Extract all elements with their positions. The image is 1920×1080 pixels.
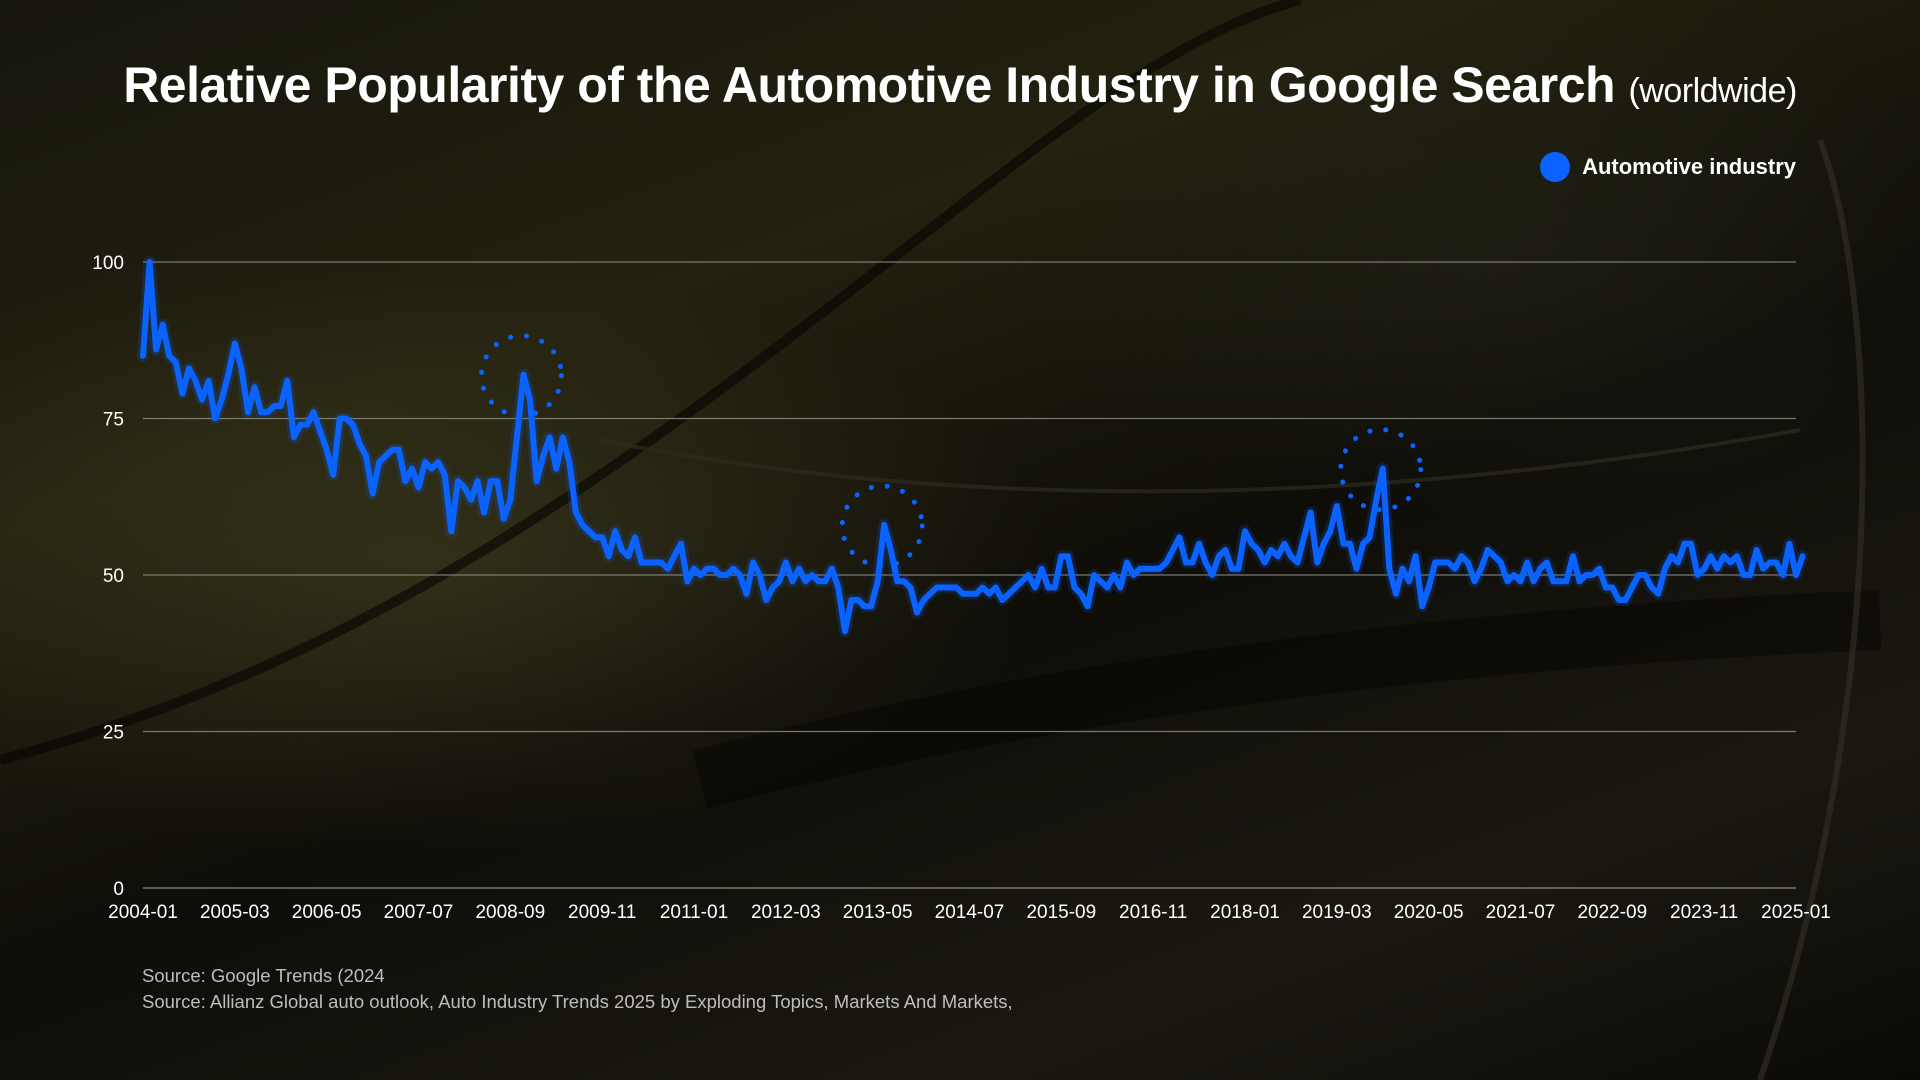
x-tick-label: 2023-11 <box>1670 902 1738 923</box>
x-axis-ticks: 2004-01 2005-03 2006-05 2007-07 2008-09 2009-… <box>108 902 1831 923</box>
x-tick-label: 2008-09 <box>475 902 545 923</box>
x-tick-label: 2007-07 <box>384 902 454 923</box>
x-tick-label: 2013-05 <box>843 902 913 923</box>
x-tick-label: 2012-03 <box>751 902 821 923</box>
x-tick-label: 2025-01 <box>1761 902 1831 923</box>
peak-highlights <box>478 333 1424 569</box>
x-tick-label: 2021-07 <box>1486 902 1556 923</box>
x-tick-label: 2006-05 <box>292 902 362 923</box>
x-tick-label: 2018-01 <box>1210 902 1280 923</box>
legend-marker-icon <box>1540 152 1571 182</box>
legend: Automotive industry <box>1540 152 1796 182</box>
x-tick-label: 2015-09 <box>1026 902 1096 923</box>
chart-title: Relative Popularity of the Automotive In… <box>0 56 1920 114</box>
x-tick-label: 2016-11 <box>1119 902 1187 923</box>
y-axis-ticks: 0 25 50 75 100 <box>92 253 124 900</box>
y-tick-label: 100 <box>92 253 124 274</box>
chart-title-main: Relative Popularity of the Automotive In… <box>123 57 1616 113</box>
x-tick-label: 2014-07 <box>935 902 1005 923</box>
y-tick-label: 25 <box>103 723 124 744</box>
x-tick-label: 2004-01 <box>108 902 178 923</box>
y-tick-label: 75 <box>103 410 124 431</box>
legend-label: Automotive industry <box>1582 154 1796 179</box>
series-group <box>137 256 1809 638</box>
peak-highlight-circle <box>1338 427 1424 513</box>
x-tick-label: 2009-11 <box>568 902 636 923</box>
source-line: Source: Google Trends (2024 <box>142 965 385 986</box>
y-tick-label: 0 <box>113 879 124 900</box>
chart-title-suffix: (worldwide) <box>1628 72 1797 110</box>
x-tick-label: 2011-01 <box>660 902 728 923</box>
x-tick-label: 2022-09 <box>1577 902 1647 923</box>
source-line: Source: Allianz Global auto outlook, Aut… <box>142 991 1013 1012</box>
x-tick-label: 2005-03 <box>200 902 270 923</box>
series-line <box>140 259 1806 635</box>
sources: Source: Google Trends (2024 Source: Alli… <box>142 963 1013 1015</box>
x-tick-label: 2020-05 <box>1394 902 1464 923</box>
x-tick-label: 2019-03 <box>1302 902 1372 923</box>
y-tick-label: 50 <box>103 566 124 587</box>
